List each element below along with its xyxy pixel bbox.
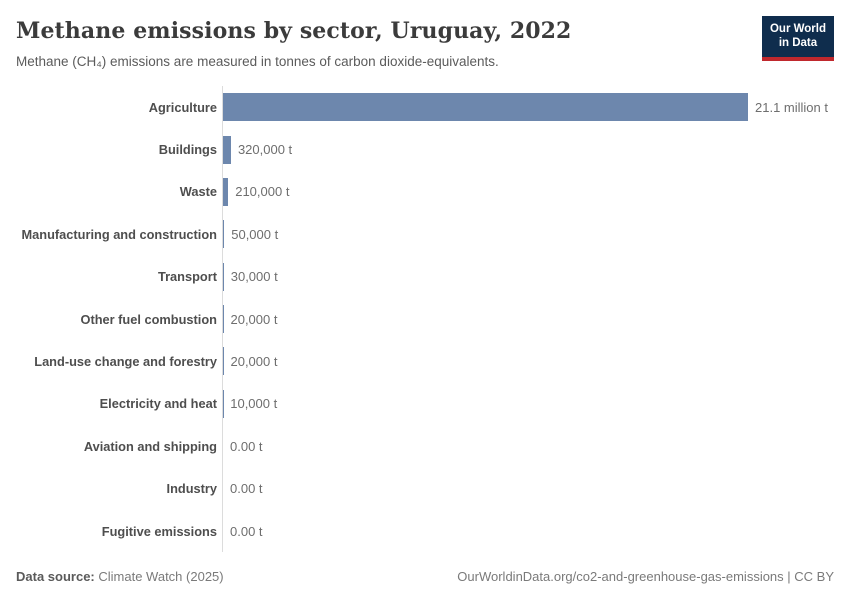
owid-logo[interactable]: Our World in Data (761, 16, 834, 61)
chart-subtitle: Methane (CH₄) emissions are measured in … (16, 54, 499, 70)
value-label: 30,000 t (230, 269, 278, 285)
data-source-value: Climate Watch (2025) (98, 569, 224, 584)
plot-area: 0.00 t (222, 425, 834, 468)
bar-row: Agriculture 21.1 million t (16, 85, 834, 129)
bar[interactable] (223, 177, 229, 206)
value-label: 0.00 t (230, 523, 263, 539)
plot-area: 20,000 t (222, 340, 834, 383)
plot-area: 320,000 t (222, 128, 834, 171)
plot-area: 50,000 t (222, 213, 834, 256)
value-label: 21.1 million t (755, 99, 828, 115)
category-label: Waste (179, 184, 217, 200)
plot-area: 21.1 million t (222, 85, 834, 129)
category-label: Transport (157, 269, 217, 285)
data-source-label: Data source: (16, 569, 95, 584)
value-label: 0.00 t (230, 481, 263, 497)
bar[interactable] (223, 93, 748, 122)
bar-row: Industry 0.00 t (16, 467, 834, 510)
plot-area: 10,000 t (222, 382, 834, 426)
bar-row: Transport 30,000 t (16, 255, 834, 298)
plot-area: 20,000 t (222, 297, 834, 341)
bar-row: Land-use change and forestry 20,000 t (16, 340, 834, 383)
category-label: Aviation and shipping (83, 438, 217, 454)
bar-chart: Agriculture 21.1 million t Buildings 320… (16, 85, 834, 559)
value-label: 50,000 t (231, 226, 279, 242)
value-label: 10,000 t (230, 396, 278, 412)
category-label: Agriculture (148, 99, 217, 115)
bar-row: Waste 210,000 t (16, 170, 834, 214)
value-label: 0.00 t (230, 438, 263, 454)
value-label: 20,000 t (230, 311, 278, 327)
bar[interactable] (223, 135, 231, 164)
plot-area: 30,000 t (222, 255, 834, 298)
header-text: Methane emissions by sector, Uruguay, 20… (16, 16, 571, 71)
bar-row: Fugitive emissions 0.00 t (16, 509, 834, 553)
value-label: 320,000 t (237, 142, 293, 158)
chart-title: Methane emissions by sector, Uruguay, 20… (16, 18, 572, 44)
chart-header: Methane emissions by sector, Uruguay, 20… (16, 16, 834, 71)
chart-footer: Data source: Climate Watch (2025) OurWor… (16, 559, 834, 584)
bar-row: Electricity and heat 10,000 t (16, 382, 834, 426)
bar[interactable] (223, 220, 225, 249)
category-label: Other fuel combustion (80, 311, 217, 327)
category-label: Buildings (158, 142, 217, 158)
category-label: Industry (166, 481, 217, 497)
logo-line-1: Our World (769, 23, 826, 35)
category-label: Manufacturing and construction (21, 226, 217, 242)
bar[interactable] (223, 262, 224, 291)
bar-row: Manufacturing and construction 50,000 t (16, 213, 834, 256)
bar-row: Other fuel combustion 20,000 t (16, 297, 834, 341)
logo-line-2: in Data (778, 37, 818, 50)
bar-row: Buildings 320,000 t (16, 128, 834, 171)
value-label: 210,000 t (235, 184, 290, 200)
category-label: Electricity and heat (99, 396, 217, 412)
value-label: 20,000 t (230, 353, 278, 369)
plot-area: 0.00 t (222, 509, 834, 553)
category-label: Fugitive emissions (101, 523, 217, 539)
plot-area: 0.00 t (222, 467, 834, 510)
data-source: Data source: Climate Watch (2025) (16, 569, 224, 584)
footer-link[interactable]: OurWorldinData.org/co2-and-greenhouse-ga… (457, 569, 834, 584)
bar-row: Aviation and shipping 0.00 t (16, 425, 834, 468)
category-label: Land-use change and forestry (34, 353, 217, 369)
plot-area: 210,000 t (222, 170, 834, 214)
